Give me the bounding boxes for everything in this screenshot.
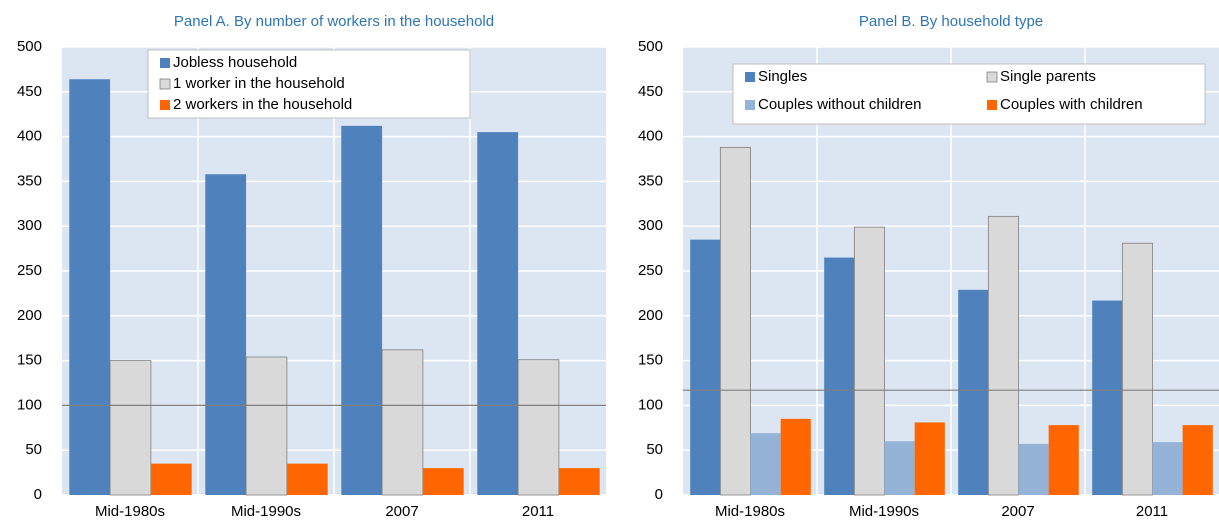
legend-swatch [160,58,170,68]
y-tick-label: 350 [638,172,663,189]
chart-title: Panel A. By number of workers in the hou… [174,13,494,30]
y-tick-label: 200 [17,307,42,324]
bar [477,132,519,495]
bar [205,174,247,495]
bar [286,463,328,495]
y-tick-label: 100 [638,396,663,413]
y-tick-label: 50 [25,441,42,458]
y-tick-label: 300 [638,217,663,234]
y-tick-label: 400 [638,128,663,145]
chart-title: Panel B. By household type [859,13,1043,30]
legend-swatch [745,72,755,82]
bar [690,239,721,495]
y-tick-label: 50 [646,441,663,458]
x-tick-label: Mid-1980s [95,503,165,520]
bar [824,257,855,495]
x-tick-label: Mid-1980s [715,503,785,520]
legend-label: Couples without children [758,96,921,113]
legend-swatch [987,100,997,110]
y-tick-label: 300 [17,217,42,234]
bar [1048,425,1079,495]
legend-swatch [160,100,170,110]
legend-label: Single parents [1000,68,1096,85]
legend-label: Couples with children [1000,96,1143,113]
y-tick-label: 250 [17,262,42,279]
bar [558,468,600,495]
bar [381,349,424,496]
y-tick-label: 100 [17,396,42,413]
bar [517,359,560,496]
y-tick-label: 150 [17,352,42,369]
legend-swatch [986,71,998,83]
x-tick-label: 2011 [1136,503,1168,520]
bar [958,289,989,495]
y-tick-label: 250 [638,262,663,279]
y-tick-label: 0 [34,486,42,503]
bar [245,356,288,496]
bar [422,468,464,495]
y-tick-label: 150 [638,352,663,369]
bar [780,418,811,495]
y-tick-label: 500 [17,38,42,55]
bar [719,146,751,496]
legend-box [732,63,1206,125]
legend-label: Jobless household [173,54,297,71]
y-tick-label: 450 [17,83,42,100]
legend-label: 1 worker in the household [173,75,345,92]
bar [987,215,1019,496]
legend-label: 2 workers in the household [173,96,352,113]
y-tick-label: 200 [638,307,663,324]
bar [750,433,781,495]
bar [1092,300,1123,495]
bar [341,125,383,496]
x-tick-label: Mid-1990s [231,503,301,520]
legend-swatch [159,78,171,90]
x-tick-label: 2007 [385,503,418,520]
y-tick-label: 500 [638,38,663,55]
bar [1182,425,1213,495]
bar [1152,442,1183,495]
legend-label: Singles [758,68,807,85]
x-tick-label: Mid-1990s [849,503,919,520]
x-tick-label: 2011 [522,503,554,520]
y-tick-label: 350 [17,172,42,189]
bar [150,463,192,495]
bar [884,441,915,495]
x-tick-label: 2007 [1001,503,1034,520]
legend-swatch [745,100,755,110]
bar [1121,242,1153,496]
y-tick-label: 450 [638,83,663,100]
bar [914,422,945,495]
legend-box [147,49,471,119]
bar [69,79,111,496]
y-tick-label: 400 [17,128,42,145]
bar [109,360,152,496]
bar [853,226,885,496]
y-tick-label: 0 [655,486,663,503]
bar [1018,443,1049,495]
